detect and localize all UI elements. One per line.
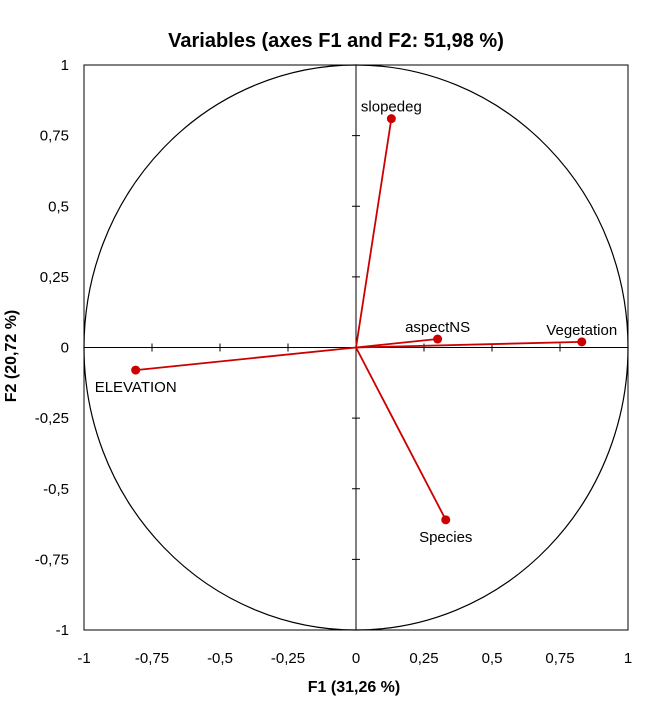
- correlation-circle-layer: [83, 64, 629, 631]
- chart-title: Variables (axes F1 and F2: 51,98 %): [168, 30, 504, 52]
- x-tick-labels: -1 -0,75 -0,5 -0,25 0 0,25 0,5 0,75 1: [77, 650, 632, 667]
- y-axis-title: F2 (20,72 %): [3, 310, 20, 402]
- y-tick-label: -0,25: [35, 410, 69, 427]
- point-elevation: [131, 365, 141, 375]
- x-tick-label: -0,75: [135, 650, 169, 667]
- point-vegetation: [577, 337, 587, 347]
- point-aspectns: [433, 334, 443, 344]
- x-tick-label: -0,5: [207, 650, 233, 667]
- x-tick-label: 0,5: [482, 650, 503, 667]
- x-tick-label: 1: [624, 650, 632, 667]
- point-species: [441, 515, 451, 525]
- point-label-species: Species: [419, 529, 472, 546]
- x-tick-label: -0,25: [271, 650, 305, 667]
- series-layer: slopedeg aspectNS Vegetation ELEVATION Speci…: [95, 99, 618, 546]
- point-label-elevation: ELEVATION: [95, 379, 177, 396]
- y-tick-label: -1: [56, 622, 69, 639]
- point-label-aspectns: aspectNS: [405, 319, 470, 336]
- vector-aspectns: [355, 338, 438, 349]
- vector-elevation: [135, 346, 357, 371]
- x-tick-label: 0: [352, 650, 360, 667]
- y-tick-label: -0,75: [35, 551, 69, 568]
- y-tick-label: 0,75: [40, 128, 69, 145]
- vector-species: [355, 347, 447, 521]
- y-tick-label: 0: [61, 340, 69, 357]
- x-tick-label: 0,25: [409, 650, 438, 667]
- y-tick-label: 0,25: [40, 269, 69, 286]
- vector-vegetation: [355, 340, 582, 349]
- x-tick-label: -1: [77, 650, 90, 667]
- vector-slopedeg: [355, 118, 393, 348]
- y-tick-label: -0,5: [43, 481, 69, 498]
- y-tick-label: 1: [61, 57, 69, 74]
- correlation-circle: [83, 64, 629, 631]
- x-axis-title: F1 (31,26 %): [308, 679, 400, 696]
- y-tick-labels: 1 0,75 0,5 0,25 0 -0,25 -0,5 -0,75 -1: [35, 57, 69, 639]
- point-label-slopedeg: slopedeg: [361, 99, 422, 116]
- point-slopedeg: [386, 114, 396, 124]
- point-label-vegetation: Vegetation: [546, 322, 617, 339]
- x-tick-label: 0,75: [545, 650, 574, 667]
- y-tick-label: 0,5: [48, 198, 69, 215]
